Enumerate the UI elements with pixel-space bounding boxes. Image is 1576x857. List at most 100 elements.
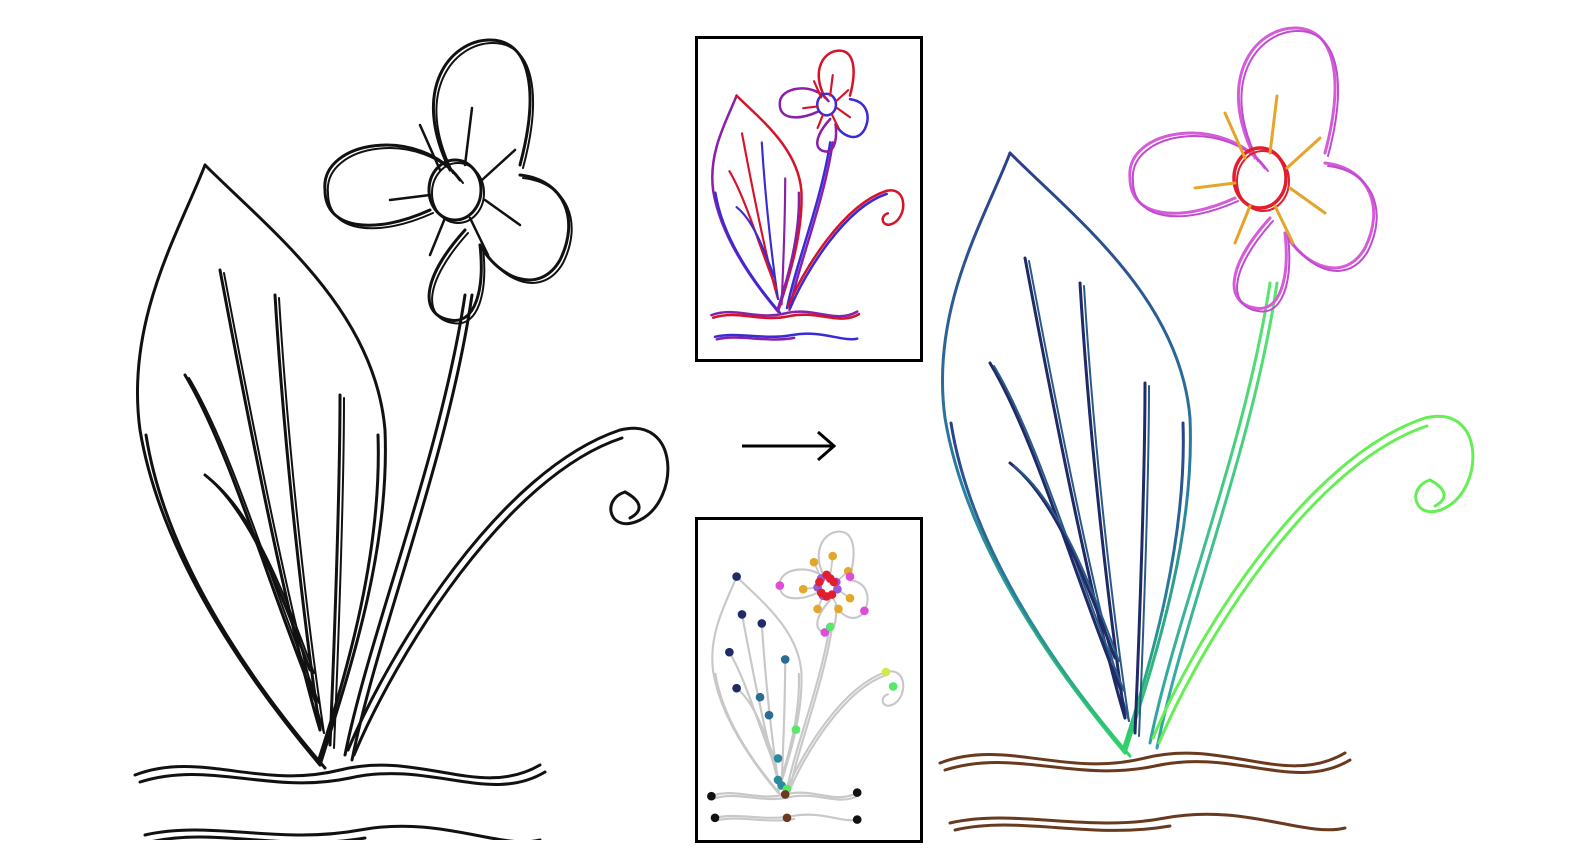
reference-ground-stroke	[711, 312, 861, 320]
reference-vein-stroke	[780, 177, 787, 306]
colored-ground-stroke	[948, 812, 1347, 832]
leaf-vein-stroke	[273, 293, 322, 732]
colored-petal-stroke	[1236, 220, 1291, 313]
transform-arrow	[738, 420, 842, 472]
petal-stroke	[326, 147, 464, 230]
reference-petal-stroke	[778, 87, 830, 119]
reference-stem-stroke	[788, 192, 888, 310]
colored-ground-stroke	[943, 758, 1352, 774]
colored-vein-stroke	[993, 365, 1125, 692]
colored-leaf-stroke	[949, 421, 1132, 758]
colorized-output-canvas	[938, 26, 1475, 832]
skeleton-stroke	[715, 817, 796, 822]
keypoint-dot	[757, 619, 767, 628]
colored-stem-stroke	[1157, 424, 1429, 745]
reference-stamen-stroke	[836, 107, 852, 119]
keypoint-dot	[710, 813, 720, 823]
reference-stamen-stroke	[812, 80, 823, 99]
reference-stamen-stroke	[829, 74, 834, 97]
petal-stroke	[427, 228, 483, 322]
stamen-stroke	[428, 216, 447, 257]
keypoint-dot	[755, 692, 765, 702]
colored-vein-stroke	[1133, 381, 1147, 735]
petal-stroke	[431, 38, 532, 172]
reference-ground-stroke	[713, 332, 859, 341]
colored-leaf-stroke	[1008, 151, 1192, 755]
skeleton-stroke	[735, 575, 803, 794]
input-sketch-strokes	[133, 38, 670, 840]
reference-ground-stroke	[710, 310, 859, 318]
keypoint-dot	[764, 710, 774, 720]
colorized-strokes	[938, 26, 1475, 832]
colored-stem-stroke	[1155, 281, 1279, 750]
stamen-stroke	[388, 193, 432, 202]
keypoint-dot	[825, 622, 835, 632]
keypoint-dot	[833, 584, 842, 594]
reference-center-stroke	[815, 92, 838, 117]
skeleton-strokes	[707, 530, 905, 824]
colored-vein-stroke	[1078, 281, 1127, 720]
colored-petal-stroke	[1128, 131, 1267, 215]
skeleton-stroke	[787, 670, 905, 789]
keypoint-dot	[791, 725, 801, 734]
colored-stamen-stroke	[1288, 186, 1327, 215]
colored-petal-stroke	[1131, 135, 1269, 218]
arrow-icon	[742, 430, 837, 462]
keypoint-dot	[815, 577, 824, 587]
stamen-stroke	[480, 148, 517, 182]
colored-stamen-stroke	[1273, 204, 1295, 245]
keypoint-dot	[860, 606, 869, 616]
petal-stroke	[431, 232, 486, 325]
reference-stem-stroke	[785, 141, 832, 310]
input-sketch	[110, 20, 690, 840]
ground-stroke	[152, 835, 367, 840]
keypoint-dot	[852, 788, 862, 797]
keypoint-dot	[881, 667, 891, 677]
skeleton-stroke	[817, 530, 855, 580]
keypoint-dot	[809, 557, 819, 567]
keypoint-dot	[725, 647, 734, 657]
reference-petal-stroke	[817, 49, 855, 99]
keypoint-dot	[732, 683, 741, 693]
colored-ground-stroke	[953, 823, 1172, 832]
colored-leaf-stroke	[1121, 421, 1185, 752]
colored-ground-stroke	[938, 751, 1347, 768]
colored-vein-stroke	[1013, 465, 1120, 662]
stem-stroke	[352, 436, 624, 757]
flower-center-stroke	[427, 158, 483, 222]
colorized-output	[920, 10, 1500, 840]
keypoint-dot	[773, 754, 783, 763]
colored-center-stroke	[1232, 146, 1288, 210]
keypoint-dot	[775, 581, 785, 590]
petal-stroke	[482, 177, 573, 284]
colored-petal-stroke	[1232, 216, 1288, 310]
colored-stamen-stroke	[1233, 204, 1252, 245]
skeleton-stroke	[735, 687, 776, 760]
reference-stamen-stroke	[835, 89, 850, 103]
colored-petal-stroke	[1240, 29, 1339, 162]
keypoint-dot	[828, 551, 838, 561]
colored-stem-stroke	[1151, 414, 1475, 740]
keypoint-skeleton-canvas	[707, 530, 905, 824]
keypoint-dot	[813, 604, 822, 614]
leaf-vein-stroke	[208, 477, 315, 674]
keypoint-dot	[825, 574, 835, 583]
leaf-vein-stroke	[328, 393, 342, 747]
leaf-vein-stroke	[188, 377, 320, 704]
input-sketch-canvas	[133, 38, 670, 840]
skeleton-stroke	[712, 794, 861, 801]
keypoint-dot	[707, 791, 716, 801]
keypoint-dot	[820, 628, 830, 637]
reference-petal-stroke	[834, 97, 869, 139]
colored-stamen-stroke	[1223, 111, 1247, 160]
colored-vein-stroke	[1138, 385, 1150, 737]
stem-stroke	[343, 293, 467, 757]
petal-stroke	[323, 143, 462, 227]
leaf-outline-stroke	[135, 163, 322, 767]
keypoint-dot	[888, 682, 898, 691]
tendril-curl-stroke	[623, 490, 641, 520]
stamen-stroke	[463, 106, 474, 167]
skeleton-stroke	[785, 622, 832, 791]
ground-stroke	[138, 770, 547, 786]
reference-leaf-stroke	[735, 94, 803, 313]
